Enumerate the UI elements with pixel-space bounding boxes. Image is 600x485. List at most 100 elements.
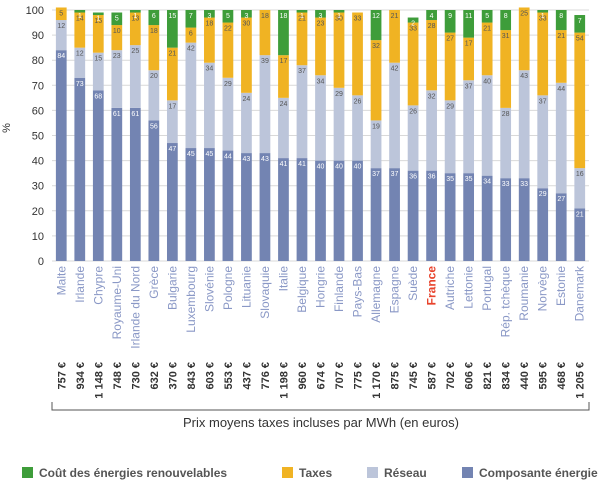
bar-segment [481,175,493,261]
legend-label: Réseau [384,466,427,480]
data-label: 25 [520,10,528,17]
bar-segment [111,25,123,51]
bar-segment [278,97,289,159]
data-label: 22 [224,26,232,33]
bar-segment [222,10,234,23]
category-label: Luxembourg [184,266,198,333]
price-labels: 757 € 934 € 1 148 € 748 € 730 € 632 € 370 € 843… [56,362,586,399]
bar-segment [537,12,549,96]
y-tick-label: 90 [32,30,44,42]
data-label: 41 [280,161,288,168]
data-label: 36 [409,174,417,181]
y-tick-label: 60 [32,105,44,117]
bar-segment [296,12,308,66]
price-label: 748 € [112,362,124,390]
category-labels: Malte Irlande Chypre Royaume-Uni Irlande du … [54,265,586,349]
bar-segment [166,10,178,48]
data-label: 18 [205,21,213,28]
bar-segment [407,105,419,171]
price-label: 702 € [445,362,457,390]
data-label: 3 [244,13,248,20]
data-label: 26 [409,108,417,115]
data-label: 37 [391,171,399,178]
bar-segment [92,90,104,261]
data-label: 45 [205,151,213,158]
y-tick-label: 40 [32,156,44,168]
data-label: 40 [483,78,491,85]
bar-segment [463,173,475,261]
data-label: 21 [298,16,306,23]
data-label: 14 [76,16,84,23]
price-label: 674 € [316,362,328,390]
data-label: 5 [485,13,489,20]
data-label: 40 [335,164,343,171]
data-label: 15 [94,56,102,63]
price-label: 370 € [167,362,179,390]
bar-segment [148,120,160,261]
price-label: 730 € [130,362,142,390]
data-label: 68 [94,93,102,100]
data-label: 8 [559,13,563,20]
bar-segment [500,178,512,261]
y-tick-label: 30 [32,181,44,193]
data-label: 28 [502,111,510,118]
bar-segment [259,153,271,261]
y-tick-label: 80 [32,55,44,67]
bar-segment [500,30,512,108]
data-label: 35 [465,176,473,183]
category-label: Portugal [480,266,494,311]
bar-segment [444,10,456,33]
data-label: 30 [335,16,343,23]
data-label: 1 [96,16,100,23]
bar-segment [555,30,567,83]
data-label: 40 [354,164,362,171]
bar-segment [518,7,530,71]
data-label: 18 [280,13,288,20]
data-label: 43 [261,156,269,163]
bar-segment [185,42,197,149]
y-axis-ticks: 0 10 20 30 40 50 60 70 80 90 100 [26,5,44,268]
legend: Coût des énergies renouvelables Taxes Rése… [22,466,598,480]
price-label: 821 € [482,362,494,390]
category-label: France [425,266,439,306]
category-label: Pays-Bas [351,266,365,317]
category-label: Estonie [554,266,568,306]
data-label: 47 [168,146,176,153]
price-label: 934 € [75,362,87,390]
bar-segment [574,168,586,209]
data-label: 7 [189,13,193,20]
x-axis-bracket [51,402,590,411]
bar-segment [129,45,141,108]
data-label: 44 [557,86,565,93]
bar-segment [370,120,382,169]
data-label: 41 [298,161,306,168]
data-label: 33 [409,26,417,33]
data-label: 12 [372,13,380,20]
bar-segment [148,25,160,71]
price-label: 757 € [56,362,68,390]
y-tick-label: 100 [26,5,44,17]
bar-segment [241,153,252,261]
bar-segment [555,10,567,31]
data-label: 34 [483,179,491,186]
bar-segment [426,20,437,91]
price-label: 1 198 € [278,362,290,399]
y-tick-label: 70 [32,80,44,92]
category-label: Finlande [332,266,346,312]
category-label: Danemark [573,265,587,321]
bar-segment [74,47,86,78]
data-label: 5 [59,10,63,17]
bar-segment [185,27,197,43]
data-label: 23 [317,21,325,28]
bar-segment [481,22,493,76]
price-label: 707 € [334,362,346,390]
data-label: 1 [337,13,341,20]
bar-segment [111,12,123,26]
data-label: 18 [261,13,269,20]
bar-segment [389,168,400,261]
data-label: 21 [557,33,565,40]
data-label: 56 [150,123,158,130]
legend-swatch [22,467,33,478]
bar-segment [500,107,512,179]
